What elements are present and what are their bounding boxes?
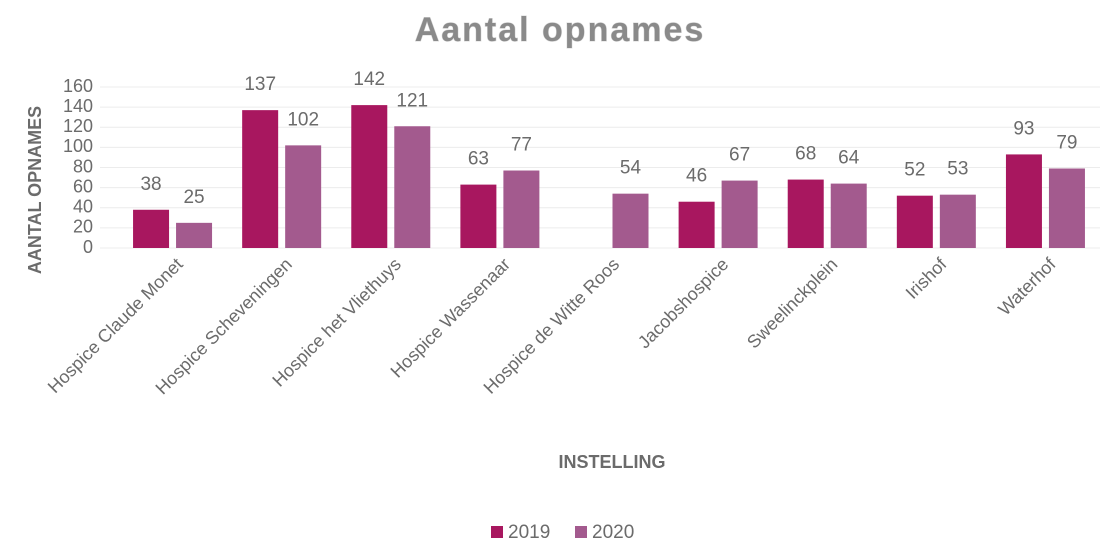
x-tick-label: Waterhof xyxy=(994,253,1060,319)
bar xyxy=(612,193,649,248)
bar xyxy=(1048,168,1085,248)
y-tick-label: 160 xyxy=(63,76,93,96)
bar xyxy=(394,126,431,248)
y-tick-label: 120 xyxy=(63,116,93,136)
x-tick-label: Hospice Wassenaar xyxy=(387,254,515,382)
bar xyxy=(460,184,497,248)
x-axis-label: INSTELLING xyxy=(559,452,666,472)
y-tick-label: 140 xyxy=(63,96,93,116)
value-label: 79 xyxy=(1056,133,1077,154)
y-tick-label: 80 xyxy=(73,156,93,176)
bar xyxy=(133,209,170,248)
value-label: 63 xyxy=(468,149,489,170)
bar xyxy=(285,145,322,248)
y-tick-label: 0 xyxy=(83,237,93,257)
bar xyxy=(503,170,540,248)
bar xyxy=(939,194,976,248)
value-label: 142 xyxy=(353,69,385,90)
legend-swatch xyxy=(575,526,587,538)
value-label: 121 xyxy=(396,90,428,111)
x-tick-label: Jacobshospice xyxy=(634,254,732,352)
chart-title: Aantal opnames xyxy=(415,11,706,49)
x-tick-label: Sweelinckplein xyxy=(743,254,841,352)
y-tick-label: 60 xyxy=(73,176,93,196)
bar xyxy=(678,201,715,248)
bar xyxy=(830,183,867,248)
value-label: 137 xyxy=(244,74,276,95)
value-label: 54 xyxy=(620,158,642,179)
legend-label: 2019 xyxy=(508,522,550,543)
value-label: 67 xyxy=(729,145,750,166)
value-label: 38 xyxy=(140,174,161,195)
bar xyxy=(721,180,758,248)
bar xyxy=(787,179,824,248)
value-label: 93 xyxy=(1013,118,1034,139)
y-axis-label: AANTAL OPNAMES xyxy=(25,106,45,274)
bar xyxy=(351,105,388,248)
value-label: 102 xyxy=(287,109,319,130)
y-tick-label: 100 xyxy=(63,136,93,156)
value-label: 77 xyxy=(511,135,532,156)
value-label: 52 xyxy=(904,160,925,181)
y-tick-label: 20 xyxy=(73,217,93,237)
bar xyxy=(242,110,279,248)
legend-swatch xyxy=(491,526,503,538)
legend-label: 2020 xyxy=(592,522,634,543)
value-label: 46 xyxy=(686,166,707,187)
bar xyxy=(176,222,213,248)
y-tick-label: 40 xyxy=(73,197,93,217)
bar xyxy=(896,195,933,248)
bar xyxy=(1005,154,1042,248)
value-label: 68 xyxy=(795,144,816,165)
value-label: 53 xyxy=(947,159,968,180)
value-label: 25 xyxy=(183,187,204,208)
x-tick-label: Irishof xyxy=(902,253,952,303)
value-label: 64 xyxy=(838,148,860,169)
